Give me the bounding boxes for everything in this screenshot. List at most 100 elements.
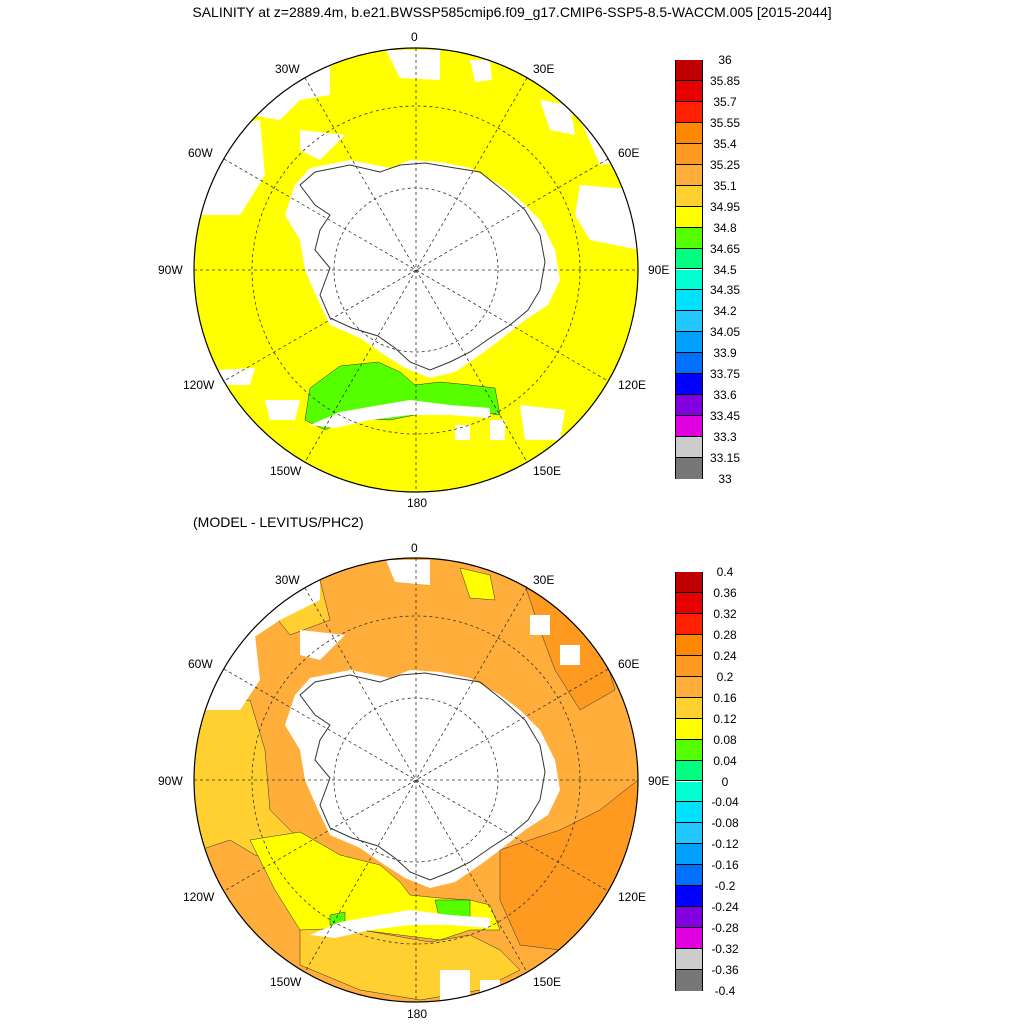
colorbar-label: 35.1 <box>713 178 737 193</box>
colorbar-swatch <box>676 634 702 656</box>
missing-patch <box>386 560 430 585</box>
salinity-map <box>193 47 639 493</box>
colorbar-label: 0.32 <box>713 606 737 621</box>
lon-label-150w: 150W <box>270 464 302 478</box>
lon-label-60e: 60E <box>618 657 640 671</box>
colorbar-swatch <box>676 269 702 291</box>
missing-patch <box>560 645 580 665</box>
missing-patch <box>540 100 575 135</box>
lon-label-150e: 150E <box>533 975 562 989</box>
lon-label-60e: 60E <box>618 146 640 160</box>
colorbar-swatch <box>676 676 702 698</box>
colorbar-label: 33.3 <box>713 430 737 445</box>
colorbar-label: -0.24 <box>711 900 739 915</box>
colorbar-swatch <box>676 613 702 635</box>
missing-patch <box>215 368 255 385</box>
missing-patch <box>530 615 550 635</box>
colorbar-label: 34.05 <box>709 325 741 340</box>
colorbar-label: 35.4 <box>713 136 737 151</box>
colorbar-label: -0.28 <box>711 921 739 936</box>
colorbar-swatch <box>676 206 702 228</box>
lon-label-30e: 30E <box>533 62 555 76</box>
colorbar-swatch <box>676 332 702 354</box>
lon-label-0: 0 <box>411 541 418 555</box>
colorbar-swatch <box>676 572 702 593</box>
colorbar-swatch <box>676 311 702 333</box>
colorbar-swatch <box>676 60 702 81</box>
colorbar-label: -0.16 <box>711 858 739 873</box>
colorbar-label: 0.08 <box>713 732 737 747</box>
ice-shelf-strip <box>310 400 490 428</box>
lon-label-150w: 150W <box>270 975 302 989</box>
missing-patch <box>300 130 345 160</box>
colorbar-label: 0.4 <box>716 565 734 579</box>
colorbar-label: 33 <box>718 472 732 486</box>
colorbar-swatch <box>676 886 702 908</box>
colorbar-swatch <box>676 865 702 887</box>
colorbar-label: 34.8 <box>713 220 737 235</box>
graticule <box>194 48 638 492</box>
lon-label-90w: 90W <box>158 263 183 277</box>
coastline <box>299 672 546 881</box>
colorbar-swatch <box>676 248 702 270</box>
colorbar-label: -0.4 <box>714 984 736 998</box>
missing-patch <box>265 400 300 420</box>
colorbar-swatch <box>676 374 702 396</box>
colorbar-swatch <box>676 80 702 102</box>
colorbar-label: 33.6 <box>713 388 737 403</box>
colorbar-label: -0.12 <box>711 837 739 852</box>
lon-label-120e: 120E <box>618 890 647 904</box>
salinity-colorbar <box>675 60 703 479</box>
lon-label-30w: 30W <box>275 62 300 76</box>
colorbar-label: 0.36 <box>713 585 737 600</box>
colorbar-label: 33.45 <box>709 409 741 424</box>
colorbar-label: 33.15 <box>709 451 741 466</box>
colorbar-swatch <box>676 739 702 761</box>
colorbar-swatch <box>676 395 702 417</box>
colorbar-label: -0.32 <box>711 942 739 957</box>
ice-shelf-strip <box>310 910 490 938</box>
missing-patch <box>455 425 470 440</box>
colorbar-swatch <box>676 290 702 312</box>
missing-patch <box>575 185 638 250</box>
colorbar-label: 34.2 <box>713 304 737 319</box>
colorbar-label: 33.75 <box>709 367 741 382</box>
difference-colorbar <box>675 572 703 991</box>
lon-label-0: 0 <box>411 30 418 44</box>
lon-label-150e: 150E <box>533 464 562 478</box>
colorbar-label: 34.65 <box>709 241 741 256</box>
colorbar-label: -0.36 <box>711 963 739 978</box>
graticule <box>194 558 638 1002</box>
colorbar-swatch <box>676 416 702 438</box>
colorbar-swatch <box>676 697 702 719</box>
colorbar-swatch <box>676 437 702 459</box>
colorbar-swatch <box>676 802 702 824</box>
missing-patch <box>520 405 565 440</box>
lon-label-60w: 60W <box>188 146 213 160</box>
lon-label-180: 180 <box>407 1007 428 1021</box>
colorbar-label: 0 <box>721 774 729 789</box>
colorbar-label: 33.9 <box>713 346 737 361</box>
coastline <box>299 162 546 371</box>
colorbar-label: 0.04 <box>713 753 737 768</box>
colorbar-swatch <box>676 970 702 991</box>
figure-title: SALINITY at z=2889.4m, b.e21.BWSSP585cmi… <box>192 4 832 20</box>
colorbar-swatch <box>676 143 702 165</box>
colorbar-label: 34.95 <box>709 199 741 214</box>
colorbar-label: -0.2 <box>714 879 736 894</box>
colorbar-swatch <box>676 949 702 971</box>
missing-patch <box>480 980 500 1000</box>
colorbar-swatch <box>676 907 702 929</box>
lon-label-120e: 120E <box>618 378 647 392</box>
colorbar-label: 35.55 <box>709 115 741 130</box>
lon-label-120w: 120W <box>183 378 215 392</box>
colorbar-swatch <box>676 101 702 123</box>
colorbar-swatch <box>676 655 702 677</box>
colorbar-label: 35.25 <box>709 157 741 172</box>
colorbar-label: 35.85 <box>709 73 741 88</box>
difference-subtitle: (MODEL - LEVITUS/PHC2) <box>193 514 364 530</box>
colorbar-label: -0.04 <box>711 795 739 810</box>
lon-label-90e: 90E <box>648 774 670 788</box>
lon-label-180: 180 <box>407 496 428 510</box>
lon-label-120w: 120W <box>183 890 215 904</box>
